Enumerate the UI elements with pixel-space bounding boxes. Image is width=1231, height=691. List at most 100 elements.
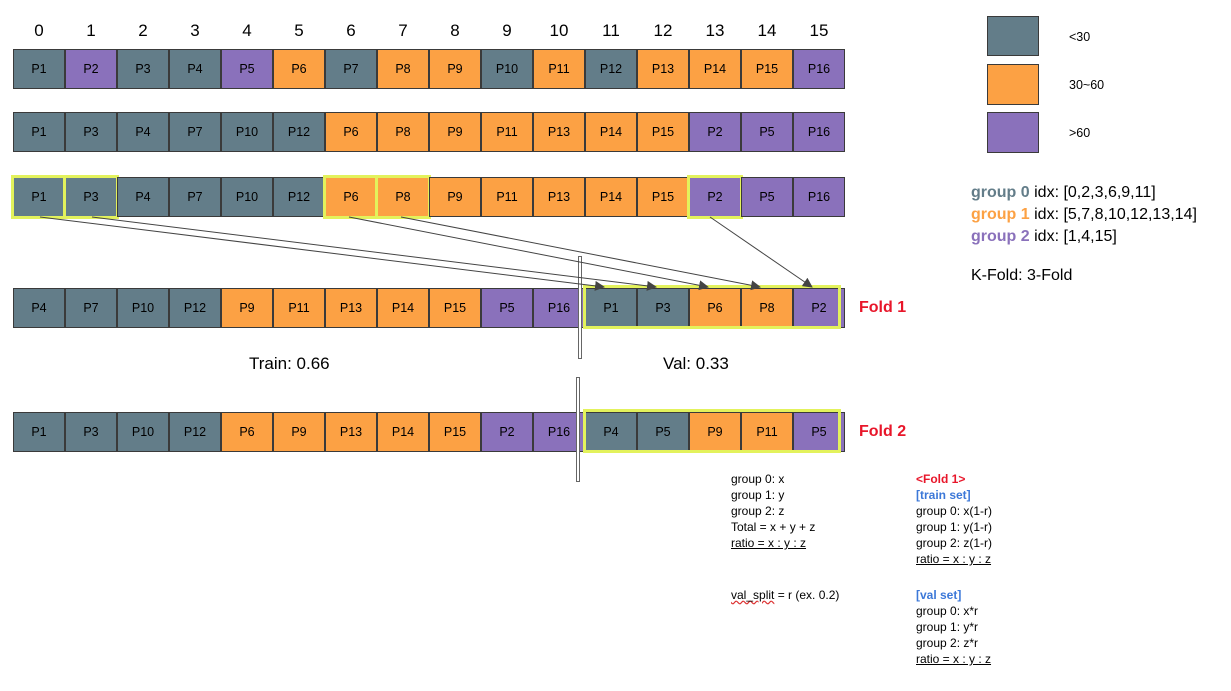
sample-cell: P2 xyxy=(481,412,533,452)
group-2-info: group 2 idx: [1,4,15] xyxy=(971,228,1117,246)
legend-swatch-30-60 xyxy=(987,64,1039,105)
sample-cell: P6 xyxy=(325,112,377,152)
sample-cell: P6 xyxy=(273,49,325,89)
column-index: 7 xyxy=(398,21,408,40)
legend-label-under-30: <30 xyxy=(1069,30,1091,44)
legend-label-over-60: >60 xyxy=(1069,126,1091,140)
sample-cell: P2 xyxy=(689,177,741,217)
arrow-p1 xyxy=(39,216,605,291)
column-index: 10 xyxy=(549,21,569,40)
column-index: 0 xyxy=(34,21,44,40)
group-0-name: group 0 xyxy=(971,184,1030,201)
sample-cell: P14 xyxy=(377,412,429,452)
sample-cell: P5 xyxy=(741,177,793,217)
note-ratio: ratio = x : y : z xyxy=(731,536,807,550)
val-split-rest: = r (ex. 0.2) xyxy=(774,588,840,602)
sample-cell: P16 xyxy=(793,49,845,89)
sample-cell: P16 xyxy=(793,112,845,152)
sample-cell: P8 xyxy=(377,49,429,89)
legend-swatch-under-30 xyxy=(987,16,1039,56)
sample-cell: P13 xyxy=(533,177,585,217)
sample-cell: P14 xyxy=(377,288,429,328)
column-index: 14 xyxy=(757,21,777,40)
group-1-info: group 1 idx: [5,7,8,10,12,13,14] xyxy=(971,206,1197,224)
split-divider-2 xyxy=(576,377,580,482)
sample-cell: P1 xyxy=(13,49,65,89)
sample-cell: P15 xyxy=(637,112,689,152)
arrow-p8 xyxy=(400,216,761,291)
sample-cell: P9 xyxy=(429,177,481,217)
sample-cell: P2 xyxy=(65,49,117,89)
column-index: 11 xyxy=(602,21,620,40)
sample-cell: P11 xyxy=(741,412,793,452)
legend-swatch-over-60 xyxy=(987,112,1039,153)
note-line: group 2: z*r xyxy=(916,636,979,650)
sample-cell: P5 xyxy=(741,112,793,152)
sample-cell: P15 xyxy=(741,49,793,89)
sample-cell: P3 xyxy=(65,412,117,452)
sample-cell: P12 xyxy=(169,412,221,452)
sample-cell: P10 xyxy=(221,112,273,152)
group-0-info: group 0 idx: [0,2,3,6,9,11] xyxy=(971,184,1156,202)
sample-cell: P7 xyxy=(169,177,221,217)
sample-cell: P3 xyxy=(117,49,169,89)
note-line: group 2: z(1-r) xyxy=(916,536,993,550)
sample-cell: P13 xyxy=(637,49,689,89)
legend-label-30-60: 30~60 xyxy=(1069,78,1105,92)
column-index: 12 xyxy=(653,21,673,40)
note-line: group 1: y xyxy=(731,488,785,502)
sample-cell: P15 xyxy=(637,177,689,217)
sample-cell: P4 xyxy=(117,177,169,217)
sample-cell: P10 xyxy=(117,412,169,452)
column-index: 5 xyxy=(294,21,304,40)
sample-cell: P4 xyxy=(169,49,221,89)
sample-cell: P13 xyxy=(533,112,585,152)
sample-cell: P9 xyxy=(221,288,273,328)
notes-left: group 0: x group 1: y group 2: z Total =… xyxy=(731,471,815,551)
train-ratio: ratio = x : y : z xyxy=(916,552,992,566)
note-line: group 2: z xyxy=(731,504,785,518)
sample-cell: P11 xyxy=(481,177,533,217)
group-2-idx: idx: [1,4,15] xyxy=(1029,228,1117,245)
sample-cell: P3 xyxy=(65,112,117,152)
split-divider-1 xyxy=(578,256,582,359)
fold-1-title: <Fold 1> xyxy=(916,472,966,486)
sample-cell: P9 xyxy=(429,49,481,89)
fold-2-label: Fold 2 xyxy=(859,423,907,440)
sample-cell: P15 xyxy=(429,412,481,452)
notes-right-val: [val set] group 0: x*r group 1: y*r grou… xyxy=(916,587,991,667)
val-ratio: ratio = x : y : z xyxy=(916,652,992,666)
column-index: 1 xyxy=(86,21,96,40)
train-ratio-label: Train: 0.66 xyxy=(249,354,330,373)
kfold-label: K-Fold: 3-Fold xyxy=(971,267,1073,284)
arrow-p2 xyxy=(709,216,813,288)
sample-cell: P15 xyxy=(429,288,481,328)
sample-cell: P8 xyxy=(377,177,429,217)
val-split-word: val_split xyxy=(731,588,775,602)
sample-cell: P4 xyxy=(13,288,65,328)
column-index: 4 xyxy=(242,21,252,40)
arrow-p3 xyxy=(91,216,657,291)
note-line: group 0: x(1-r) xyxy=(916,504,993,518)
note-line: group 0: x*r xyxy=(916,604,979,618)
sample-cell: P11 xyxy=(481,112,533,152)
sample-cell: P10 xyxy=(481,49,533,89)
sample-cell: P5 xyxy=(637,412,689,452)
sample-cell: P12 xyxy=(273,112,325,152)
sample-cell: P9 xyxy=(429,112,481,152)
sample-cell: P14 xyxy=(689,49,741,89)
sample-cell: P5 xyxy=(221,49,273,89)
train-set-title: [train set] xyxy=(916,488,971,502)
sample-cell: P16 xyxy=(533,288,585,328)
sample-cell: P8 xyxy=(741,288,793,328)
column-index: 6 xyxy=(346,21,356,40)
sample-cell: P2 xyxy=(793,288,845,328)
group-2-name: group 2 xyxy=(971,228,1030,245)
sample-cell: P13 xyxy=(325,288,377,328)
sample-cell: P11 xyxy=(273,288,325,328)
group-1-idx: idx: [5,7,8,10,12,13,14] xyxy=(1029,206,1197,223)
sample-cell: P5 xyxy=(793,412,845,452)
sample-cell: P1 xyxy=(13,412,65,452)
sample-cell: P1 xyxy=(13,177,65,217)
